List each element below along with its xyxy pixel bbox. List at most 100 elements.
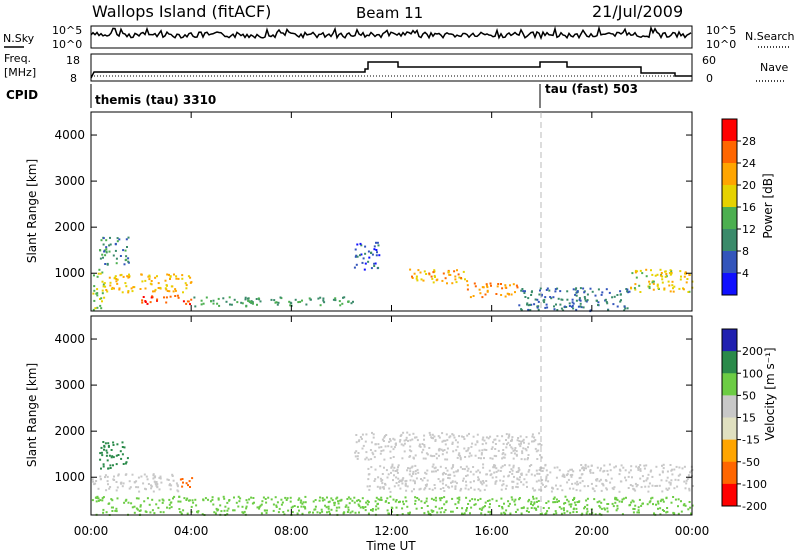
echo-cell-6 [502, 456, 505, 459]
echo-cell-4 [257, 297, 260, 300]
echo-cell-3 [101, 497, 104, 500]
echo-cell-6 [523, 458, 526, 461]
echo-cell-3 [178, 495, 181, 498]
echo-cell-4 [379, 477, 382, 480]
echo-cell-8 [529, 309, 532, 312]
echo-cell-4 [276, 303, 279, 306]
echo-cell-4 [561, 489, 564, 492]
echo-cell-6 [414, 454, 417, 457]
echo-cell-5 [598, 505, 601, 507]
echo-cell-5 [420, 507, 423, 509]
echo-cell-3 [220, 510, 223, 513]
echo-cell-3 [96, 496, 98, 499]
echo-cell-2 [128, 276, 131, 278]
echo-cell-0 [167, 479, 170, 481]
echo-cell-4 [662, 467, 665, 470]
echo-cell-4 [398, 480, 401, 483]
velocity-ylabel: Slant Range [km] [25, 363, 39, 467]
echo-cell-4 [412, 470, 415, 473]
echo-cell-6 [480, 453, 483, 456]
echo-cell-1 [107, 445, 110, 448]
echo-cell-3 [351, 510, 354, 513]
echo-cell-6 [480, 457, 482, 460]
echo-cell-9 [635, 276, 638, 279]
echo-cell-6 [459, 456, 462, 459]
echo-cell-8 [522, 290, 525, 293]
echo-cell-5 [420, 500, 423, 503]
echo-cell-5 [661, 498, 664, 501]
echo-cell-8 [578, 298, 581, 301]
echo-cell-9 [647, 285, 650, 288]
freq-trace [90, 61, 692, 79]
echo-cell-5 [606, 510, 609, 513]
echo-cell-5 [520, 512, 523, 515]
echo-cell-4 [596, 478, 599, 480]
echo-cell-3 [335, 497, 338, 500]
echo-cell-6 [445, 433, 448, 436]
echo-cell-4 [322, 299, 325, 302]
echo-cell-9 [652, 280, 655, 283]
echo-cell-6 [372, 433, 375, 436]
echo-cell-4 [406, 469, 409, 472]
cpid-text-2: tau (fast) 503 [545, 82, 638, 96]
echo-cell-6 [502, 449, 505, 451]
echo-cell-4 [289, 304, 292, 307]
echo-cell-2 [148, 274, 151, 277]
echo-cell-3 [241, 505, 244, 508]
echo-cell-4 [454, 480, 457, 483]
echo-cell-6 [381, 438, 384, 441]
echo-cell-3 [318, 499, 321, 502]
echo-cell-6 [403, 442, 406, 445]
echo-cell-6 [444, 443, 447, 446]
echo-cell-4 [459, 466, 462, 469]
echo-cell-5 [533, 502, 536, 505]
echo-cell-6 [487, 437, 490, 440]
echo-cell-5 [367, 512, 370, 515]
echo-cell-4 [251, 301, 254, 304]
echo-cell-1 [100, 239, 103, 242]
echo-cell-4 [499, 479, 502, 482]
echo-cell-4 [367, 478, 370, 481]
echo-cell-0 [95, 480, 98, 482]
echo-cell-3 [166, 506, 168, 509]
echo-cell-5 [438, 497, 441, 500]
echo-cell-1 [106, 451, 109, 454]
echo-cell-3 [348, 502, 351, 505]
echo-cell-4 [395, 476, 398, 479]
echo-cell-3 [346, 498, 349, 500]
echo-cell-9 [634, 269, 637, 272]
echo-cell-5 [374, 508, 377, 511]
echo-cell-4 [453, 474, 456, 477]
echo-cell-8 [586, 299, 589, 302]
echo-cell-6 [534, 447, 537, 450]
echo-cell-4 [691, 485, 694, 487]
echo-cell-4 [194, 305, 197, 308]
echo-cell-8 [585, 300, 588, 303]
echo-cell-5 [367, 250, 370, 253]
echo-cell-6 [457, 453, 460, 456]
echo-cell-4 [534, 489, 537, 492]
echo-cell-5 [638, 498, 641, 501]
echo-cell-4 [494, 481, 497, 484]
echo-cell-5 [672, 496, 675, 498]
echo-cell-3 [233, 509, 236, 512]
echo-cell-2 [175, 277, 178, 280]
echo-cell-4 [527, 470, 530, 473]
echo-cell-5 [516, 508, 519, 511]
echo-cell-4 [233, 298, 236, 301]
echo-cell-5 [489, 503, 491, 506]
echo-cell-5 [480, 512, 483, 515]
echo-cell-4 [370, 466, 373, 469]
echo-cell-6 [470, 445, 473, 448]
echo-cell-4 [385, 469, 388, 472]
echo-cell-6 [433, 274, 436, 277]
echo-cell-4 [339, 304, 342, 307]
echo-cell-4 [420, 478, 422, 480]
echo-cell-8 [520, 308, 523, 311]
echo-cell-8 [616, 305, 619, 308]
echo-cell-0 [97, 272, 100, 275]
echo-cell-3 [127, 501, 130, 504]
echo-cell-4 [425, 472, 428, 475]
echo-cell-6 [398, 440, 401, 443]
echo-cell-2 [141, 280, 144, 283]
